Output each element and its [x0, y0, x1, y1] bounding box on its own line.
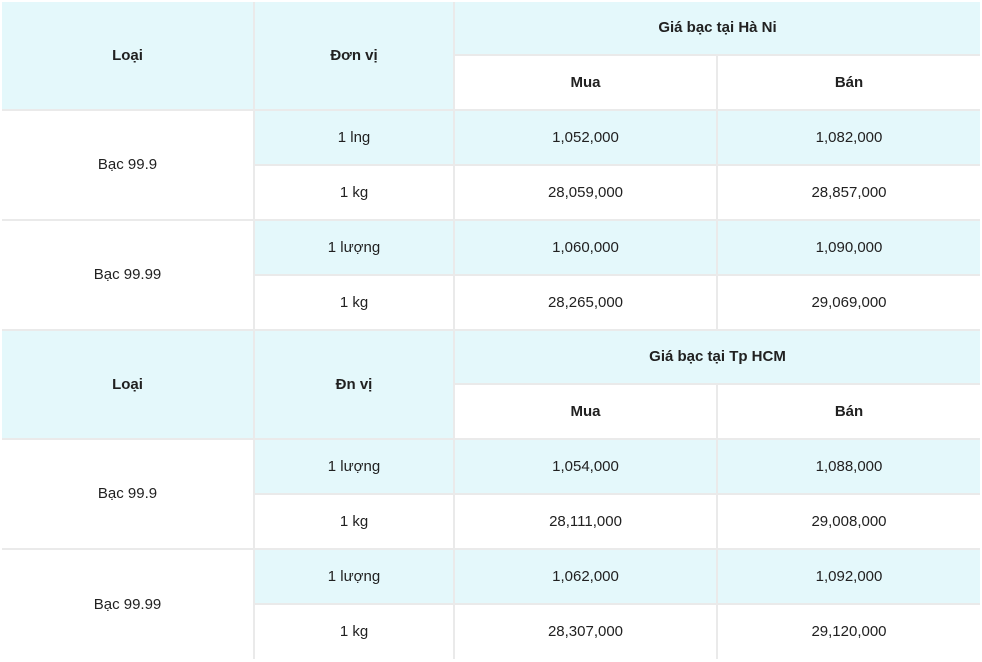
buy-price-cell: 1,052,000: [453, 109, 718, 166]
unit-column-header: Đn vị: [253, 331, 455, 440]
type-column-header: Loại: [2, 2, 255, 111]
sell-price-cell: 29,008,000: [716, 493, 980, 550]
sell-column-header: Bán: [716, 383, 980, 440]
table-row: 1 kg 28,111,000 29,008,000: [2, 493, 980, 550]
table-header-row: Loại Đơn vị Giá bạc tại Hà Ni: [2, 2, 980, 111]
type-column-header: Loại: [2, 331, 255, 440]
table-row: Bạc 99.99 1 lượng 1,060,000 1,090,000: [2, 219, 980, 331]
buy-price-cell: 28,111,000: [453, 493, 718, 550]
table-row: Bạc 99.9 1 lng 1,052,000 1,082,000: [2, 109, 980, 221]
silver-price-table-hanoi: Loại Đơn vị Giá bạc tại Hà Ni Mua Bán Bạ…: [2, 2, 980, 331]
buy-price-cell: 28,059,000: [453, 164, 718, 221]
sell-price-cell: 1,090,000: [716, 219, 980, 276]
type-cell: Bạc 99.9: [2, 438, 255, 550]
unit-cell: 1 lượng: [253, 548, 455, 605]
table-header-row: Loại Đn vị Giá bạc tại Tp HCM: [2, 331, 980, 440]
table-row: 1 kg 28,059,000 28,857,000: [2, 164, 980, 221]
unit-cell: 1 kg: [254, 603, 455, 659]
sell-column-header: Bán: [716, 54, 980, 111]
buy-price-cell: 28,265,000: [453, 274, 718, 331]
sell-price-cell: 1,092,000: [716, 548, 980, 605]
buy-price-cell: 1,054,000: [453, 438, 718, 495]
table-row: 1 kg 28,265,000 29,069,000: [2, 274, 980, 331]
table-row: Bạc 99.9 1 lượng 1,054,000 1,088,000: [2, 438, 980, 550]
unit-cell: 1 lượng: [253, 438, 455, 495]
buy-price-cell: 1,060,000: [453, 219, 718, 276]
sell-price-cell: 1,082,000: [716, 109, 980, 166]
city-group-header: Giá bạc tại Tp HCM: [453, 331, 980, 385]
sell-price-cell: 29,120,000: [716, 603, 980, 659]
buy-price-cell: 28,307,000: [453, 603, 718, 659]
silver-price-table-hcm: Loại Đn vị Giá bạc tại Tp HCM Mua Bán Bạ…: [2, 331, 980, 659]
city-group-header: Giá bạc tại Hà Ni: [453, 2, 980, 56]
type-cell: Bạc 99.9: [2, 109, 255, 221]
type-cell: Bạc 99.99: [2, 219, 255, 331]
sell-price-cell: 29,069,000: [716, 274, 980, 331]
unit-cell: 1 kg: [254, 164, 455, 221]
buy-price-cell: 1,062,000: [453, 548, 718, 605]
table-subheader-row: Mua Bán: [2, 54, 980, 111]
buy-column-header: Mua: [454, 383, 718, 440]
buy-column-header: Mua: [454, 54, 718, 111]
unit-cell: 1 kg: [254, 274, 455, 331]
table-subheader-row: Mua Bán: [2, 383, 980, 440]
type-cell: Bạc 99.99: [2, 548, 255, 659]
unit-column-header: Đơn vị: [253, 2, 455, 111]
unit-cell: 1 lng: [253, 109, 455, 166]
table-row: Bạc 99.99 1 lượng 1,062,000 1,092,000: [2, 548, 980, 659]
sell-price-cell: 1,088,000: [716, 438, 980, 495]
unit-cell: 1 lượng: [253, 219, 455, 276]
table-row: 1 kg 28,307,000 29,120,000: [2, 603, 980, 659]
sell-price-cell: 28,857,000: [716, 164, 980, 221]
unit-cell: 1 kg: [254, 493, 455, 550]
